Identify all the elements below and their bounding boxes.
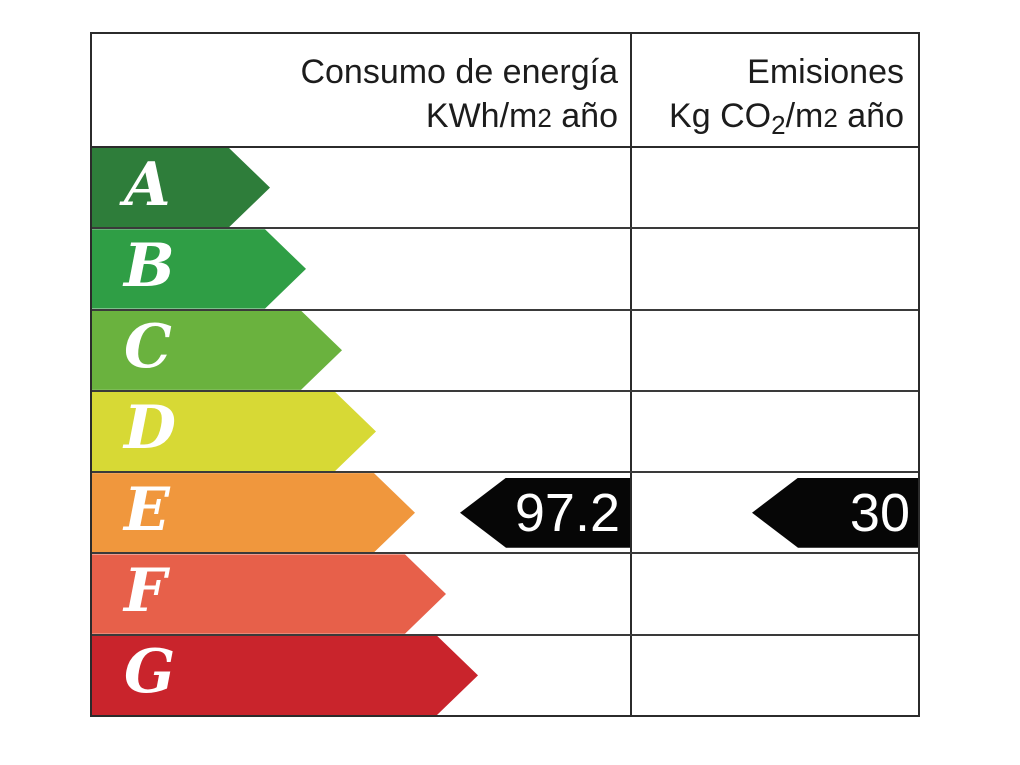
- emissions-unit-subscript: 2: [771, 110, 786, 140]
- rating-letter-d: D: [124, 393, 177, 464]
- rating-row-d-emissions-cell: [632, 392, 918, 471]
- rating-row-c-emissions-cell: [632, 311, 918, 390]
- rating-row-b-emissions-cell: [632, 229, 918, 308]
- rating-row-e-emissions-cell: 30: [632, 473, 918, 552]
- emissions-header-title: Emisiones: [747, 53, 904, 91]
- rating-row-c-consumption-cell: C: [92, 310, 632, 390]
- rating-rows: A B C: [92, 148, 918, 715]
- emissions-column-header: Emisiones Kg CO2/m2 año: [632, 34, 918, 146]
- emissions-unit-exponent: 2: [823, 103, 838, 133]
- rating-table: Consumo de energía KWh/m2 año Emisiones …: [90, 32, 920, 717]
- table-header-row: Consumo de energía KWh/m2 año Emisiones …: [92, 34, 918, 148]
- rating-bar-b: B: [92, 229, 306, 308]
- rating-letter-a: A: [124, 149, 171, 220]
- rating-bar-e: E: [92, 473, 415, 552]
- rating-row-b-consumption-cell: B: [92, 229, 632, 309]
- rating-bar-d: D: [92, 392, 376, 471]
- rating-row-d: D: [92, 391, 918, 474]
- consumption-indicator-slot: 97.2: [460, 473, 630, 552]
- rating-bar-c: C: [92, 311, 342, 390]
- consumption-header-title: Consumo de energía: [300, 53, 618, 91]
- rating-letter-c: C: [124, 312, 172, 383]
- consumption-indicator-arrow: 97.2: [460, 477, 630, 548]
- consumption-column-header: Consumo de energía KWh/m2 año: [92, 34, 632, 146]
- emissions-header-units: Kg CO2/m2 año: [669, 97, 904, 140]
- rating-row-e-consumption-cell: E 97.2: [92, 473, 632, 553]
- rating-letter-f: F: [124, 556, 167, 627]
- consumption-header-units: KWh/m2 año: [425, 97, 618, 135]
- consumption-value: 97.2: [514, 482, 620, 543]
- rating-row-g: G: [92, 635, 918, 715]
- rating-row-e: E 97.2 30: [92, 473, 918, 555]
- rating-letter-b: B: [124, 230, 175, 301]
- rating-row-a: A: [92, 148, 918, 230]
- rating-row-f-consumption-cell: F: [92, 554, 632, 634]
- rating-row-d-consumption-cell: D: [92, 391, 632, 472]
- rating-row-a-emissions-cell: [632, 148, 918, 227]
- rating-row-f: F: [92, 554, 918, 636]
- rating-bar-f: F: [92, 554, 446, 633]
- rating-row-a-consumption-cell: A: [92, 148, 632, 228]
- rating-row-g-emissions-cell: [632, 636, 918, 715]
- emissions-value: 30: [849, 482, 910, 543]
- rating-bar-a: A: [92, 148, 270, 227]
- rating-row-g-consumption-cell: G: [92, 635, 632, 715]
- rating-row-f-emissions-cell: [632, 554, 918, 633]
- rating-row-b: B: [92, 229, 918, 311]
- rating-letter-g: G: [124, 637, 176, 708]
- rating-bar-g: G: [92, 636, 478, 715]
- rating-letter-e: E: [124, 474, 170, 545]
- rating-row-c: C: [92, 310, 918, 392]
- consumption-unit-exponent: 2: [537, 103, 552, 133]
- emissions-indicator-slot: 30: [752, 473, 918, 552]
- emissions-indicator-arrow: 30: [752, 477, 918, 548]
